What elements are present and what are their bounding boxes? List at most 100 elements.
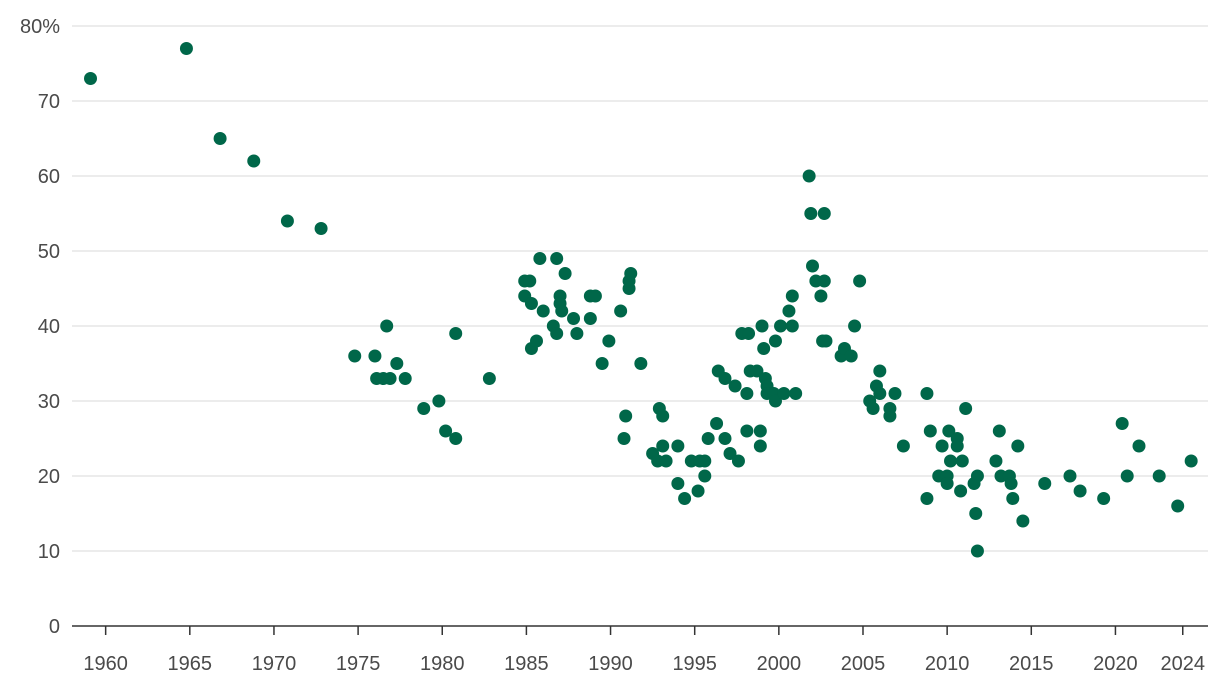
data-point (432, 394, 446, 408)
data-point (213, 132, 227, 145)
x-tick-label: 2010 (925, 653, 970, 675)
data-point (368, 349, 382, 363)
data-point (804, 207, 818, 220)
data-point (969, 507, 983, 520)
y-tick-label: 0 (49, 616, 60, 638)
x-tick-label: 2000 (757, 653, 802, 675)
x-tick-label: 1980 (420, 653, 465, 675)
data-point (179, 42, 193, 55)
data-point (817, 274, 831, 288)
x-tick-label: 2024 (1161, 653, 1206, 675)
data-point (619, 409, 633, 423)
data-point (802, 169, 816, 183)
data-point (624, 267, 638, 280)
data-point (314, 222, 328, 235)
data-point (617, 432, 631, 445)
data-point (814, 289, 828, 303)
y-tick-label: 10 (38, 541, 60, 563)
data-point (588, 289, 602, 303)
data-point (883, 402, 897, 415)
data-point (753, 439, 767, 453)
x-tick-label: 2015 (1009, 653, 1054, 675)
data-point (523, 274, 537, 288)
data-point (1063, 469, 1077, 483)
x-tick-label: 1960 (83, 653, 128, 675)
data-point (1152, 469, 1166, 483)
data-point (873, 364, 887, 378)
data-point (398, 372, 412, 385)
data-point (740, 387, 754, 400)
data-point (1006, 492, 1020, 505)
data-point (533, 252, 547, 265)
data-point (923, 424, 937, 438)
data-point (678, 492, 692, 505)
data-point (785, 319, 799, 333)
data-point (817, 207, 831, 220)
x-tick-label: 1970 (252, 653, 297, 675)
y-axis-labels: 80% 70 60 50 40 30 20 10 0 (20, 16, 60, 638)
data-point (768, 334, 782, 348)
x-tick-label: 1965 (168, 653, 213, 675)
data-point (728, 379, 742, 393)
data-point (567, 312, 581, 325)
data-point (1184, 454, 1198, 468)
data-point (753, 424, 767, 438)
data-point (614, 304, 628, 318)
data-point (819, 334, 833, 348)
data-point (570, 327, 584, 340)
data-point (380, 319, 394, 333)
data-point (555, 304, 569, 318)
data-point (417, 402, 431, 415)
data-point (280, 214, 294, 228)
data-point (1132, 439, 1146, 453)
data-point (1011, 439, 1025, 453)
data-point (940, 477, 954, 490)
data-point (1004, 477, 1018, 490)
data-point (740, 424, 754, 438)
y-tick-label: 70 (38, 91, 60, 113)
data-point (970, 544, 984, 558)
data-point (529, 334, 543, 348)
data-point (853, 274, 867, 288)
x-axis (72, 625, 1208, 635)
data-point (989, 454, 1003, 468)
data-point (954, 484, 968, 498)
data-point (935, 439, 949, 453)
data-point (656, 439, 670, 453)
data-point (671, 439, 685, 453)
data-point (1115, 417, 1129, 430)
data-point (439, 424, 453, 438)
data-point (950, 439, 964, 453)
data-point (768, 394, 782, 408)
data-point (710, 417, 724, 430)
x-tick-label: 1975 (336, 653, 381, 675)
data-point (449, 432, 463, 445)
x-tick-label: 2020 (1093, 653, 1138, 675)
y-tick-label: 40 (38, 316, 60, 338)
data-point (723, 447, 737, 460)
data-point (595, 357, 609, 370)
data-points (84, 42, 1198, 558)
data-point (942, 424, 956, 438)
x-tick-label: 1985 (504, 653, 549, 675)
data-point (1097, 492, 1111, 505)
data-point (659, 454, 673, 468)
data-point (701, 432, 715, 445)
x-tick-label: 1990 (588, 653, 633, 675)
data-point (84, 72, 98, 85)
data-point (583, 312, 597, 325)
data-point (944, 454, 958, 468)
data-point (896, 439, 910, 453)
data-point (774, 319, 788, 333)
data-point (536, 304, 550, 318)
data-point (757, 342, 771, 355)
data-point (1171, 499, 1185, 513)
data-point (789, 387, 803, 400)
y-tick-label: 50 (38, 241, 60, 263)
data-point (550, 327, 564, 340)
data-point (634, 357, 648, 370)
x-tick-label: 2005 (841, 653, 886, 675)
data-point (970, 469, 984, 483)
x-axis-labels: 1960 1965 1970 1975 1980 1985 1990 1995 2000 2005… (83, 653, 1205, 675)
